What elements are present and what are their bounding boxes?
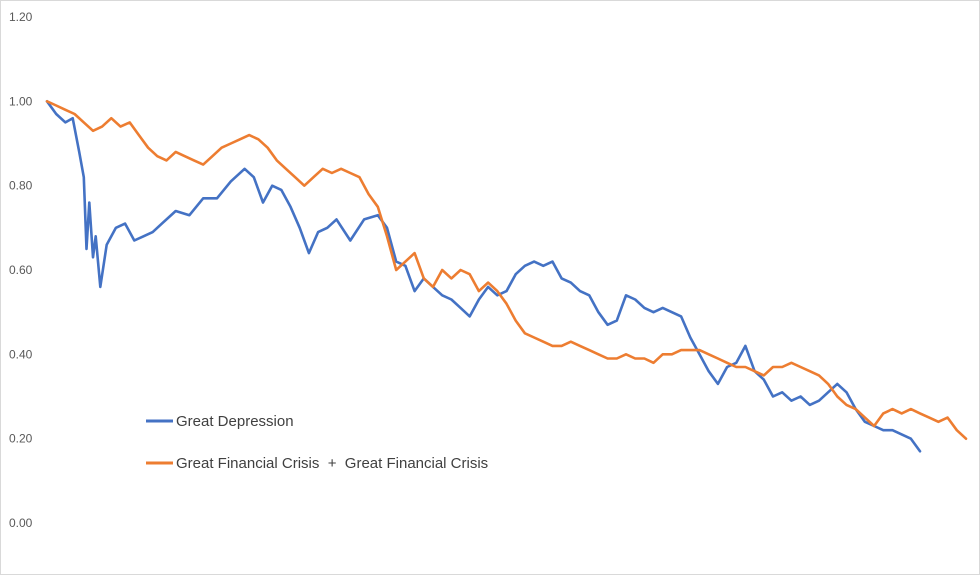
series-line-1 [45,100,968,441]
legend-label-0: Great Depression [176,413,294,430]
series-lines [45,100,968,453]
legend: Great Depression Great Financial Crisis +… [146,413,488,472]
y-tick-label: 0.40 [9,347,33,361]
y-tick-label: 0.80 [9,179,33,193]
series-line-0 [45,100,922,453]
y-tick-label: 0.00 [9,516,33,530]
y-axis-tick-labels: 0.00 0.20 0.40 0.60 0.80 1.00 1.20 [9,10,33,530]
y-tick-label: 0.20 [9,432,33,446]
y-tick-label: 1.00 [9,94,33,108]
y-tick-label: 0.60 [9,263,33,277]
legend-label-1: Great Financial Crisis + Great Financial… [176,455,488,472]
y-tick-label: 1.20 [9,10,33,24]
